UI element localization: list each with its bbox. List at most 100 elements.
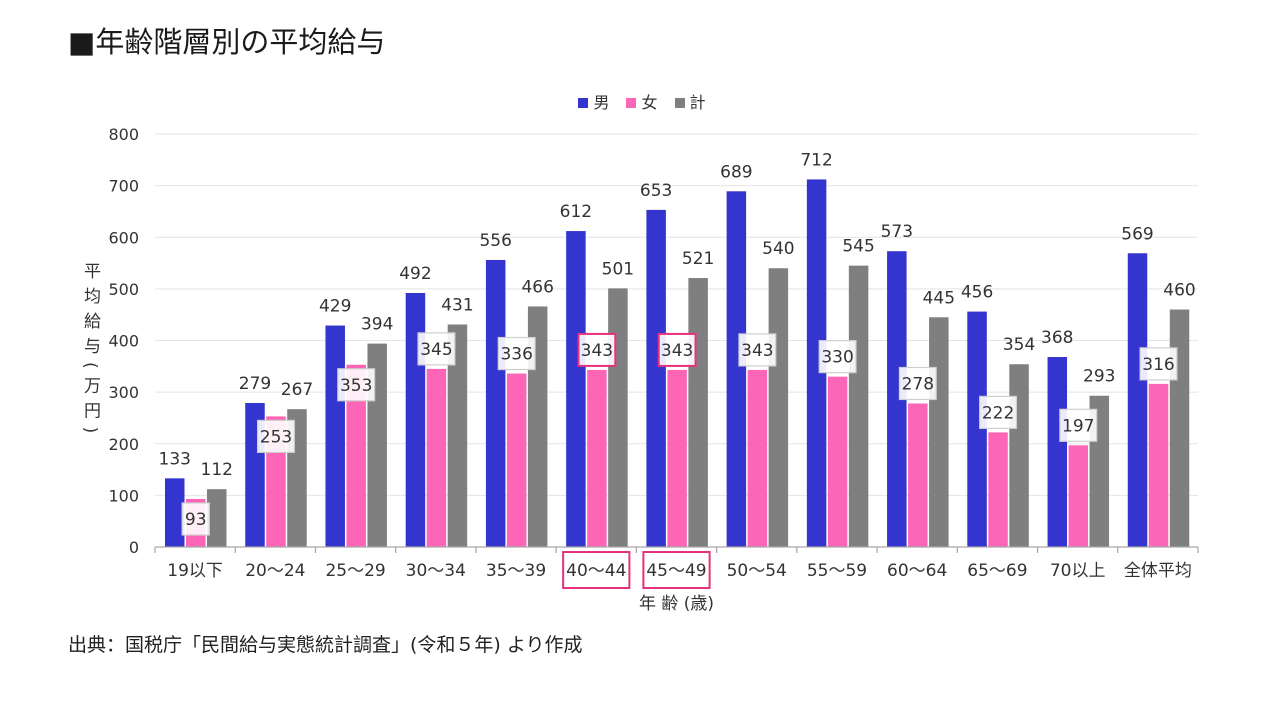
data-label-male: 133 [159, 449, 191, 469]
data-label-female: 343 [661, 341, 693, 361]
data-label-box [738, 333, 777, 367]
x-tick-label: 25～29 [325, 561, 385, 581]
bar-female [827, 376, 848, 547]
bar-total [688, 278, 708, 547]
bar-total [1009, 364, 1029, 547]
legend-swatch-female [626, 98, 637, 108]
legend-label-total: 計 [689, 93, 706, 112]
data-label-female: 253 [260, 427, 292, 447]
data-label-female: 336 [500, 345, 532, 365]
data-label-box [818, 340, 857, 374]
data-label-male: 689 [720, 162, 752, 182]
legend-item-male: 男 [578, 92, 609, 114]
bar-female [1148, 383, 1169, 547]
data-label-total: 545 [842, 237, 874, 257]
data-label-total: 501 [602, 259, 634, 279]
bar-male [405, 293, 426, 547]
bar-female [426, 368, 447, 547]
bar-male [566, 231, 586, 547]
bar-female [908, 403, 928, 547]
bar-female [587, 369, 607, 547]
x-tick-label: 40～44 [566, 561, 626, 581]
data-label-total: 112 [201, 460, 233, 480]
data-label-box [898, 366, 937, 401]
data-label-female: 222 [982, 403, 1014, 423]
data-label-total: 466 [521, 277, 553, 297]
x-tick-label: 35～39 [486, 561, 546, 581]
bar-total [929, 317, 949, 547]
x-tick-label: 45～49 [646, 561, 706, 581]
y-tick-label: 800 [108, 125, 139, 144]
legend-item-female: 女 [626, 92, 658, 114]
y-tick-label: 500 [108, 280, 139, 299]
x-axis: 19以下 20～24 25～29 30～34 35～39 40～44 45～49 50～54 5… [154, 546, 1199, 589]
data-label-box [497, 336, 536, 371]
bar-female [506, 373, 527, 547]
y-tick-label: 300 [108, 383, 139, 402]
data-label-male: 556 [479, 231, 511, 251]
page-title: ■年齢階層別の平均給与 [68, 25, 386, 59]
data-labels: 133 93 112 279 253 267 429 353 394 492 345 431 556 33… [159, 150, 1196, 536]
bar-male [887, 251, 907, 547]
data-label-total: 354 [1003, 335, 1035, 355]
data-label-male: 429 [319, 297, 351, 317]
bar-total [848, 265, 869, 547]
data-label-total: 445 [923, 288, 955, 308]
highlight-box [562, 551, 631, 589]
y-tick-label: 200 [108, 435, 139, 454]
y-tick-label: 700 [108, 177, 139, 196]
data-label-male: 712 [800, 150, 832, 170]
data-label-female: 345 [420, 340, 452, 360]
data-label-male: 573 [881, 222, 913, 242]
bar-female [1068, 445, 1089, 547]
legend-swatch-male [578, 98, 589, 108]
data-label-male: 492 [399, 264, 431, 284]
bar-male [646, 209, 666, 548]
data-label-male: 569 [1121, 224, 1153, 244]
legend-label-male: 男 [593, 93, 610, 112]
data-label-box [417, 332, 456, 366]
data-label-female: 353 [340, 376, 372, 396]
source-note: 出典：国税庁「民間給与実態統計調査」(令和５年) より作成 [68, 634, 583, 656]
bar-total [768, 268, 789, 547]
data-label-female: 343 [741, 341, 773, 361]
data-label-female: 316 [1142, 355, 1174, 375]
y-tick-label: 600 [108, 228, 139, 247]
bar-male [1127, 253, 1148, 547]
data-label-total: 394 [361, 315, 393, 335]
legend-label-female: 女 [641, 93, 658, 112]
data-label-total: 431 [441, 295, 473, 315]
bar-male [726, 191, 747, 547]
data-label-box [1059, 408, 1098, 442]
data-label-male: 368 [1041, 328, 1073, 348]
bar-male [165, 478, 185, 547]
y-tick-label: 0 [129, 538, 139, 557]
data-label-male: 612 [560, 202, 592, 222]
data-label-female: 343 [581, 341, 613, 361]
x-tick-label: 55～59 [807, 561, 867, 581]
x-tick-label: 19以下 [167, 561, 223, 581]
x-tick-label: 30～34 [406, 561, 466, 581]
bar-total [447, 324, 468, 547]
y-tick-label: 100 [108, 486, 139, 505]
legend-swatch-total [674, 98, 685, 108]
y-axis-title: 平均給与(万円) [80, 262, 100, 442]
data-label-total: 460 [1163, 281, 1195, 301]
data-label-total: 267 [281, 380, 313, 400]
bar-female [747, 369, 768, 547]
data-label-female: 197 [1062, 416, 1094, 436]
bar-female [988, 432, 1008, 547]
x-tick-label: 70以上 [1050, 561, 1106, 581]
bar-male [806, 179, 827, 547]
data-label-male: 653 [640, 181, 672, 201]
x-tick-label: 65～69 [967, 561, 1027, 581]
data-label-total: 540 [762, 239, 794, 259]
bar-male [1047, 357, 1068, 547]
x-tick-label: 20～24 [245, 561, 305, 581]
bar-male [325, 325, 345, 547]
legend-item-total: 計 [674, 92, 706, 114]
data-label-box [181, 502, 210, 536]
data-label-box [979, 395, 1018, 429]
data-label-female: 278 [902, 374, 934, 394]
